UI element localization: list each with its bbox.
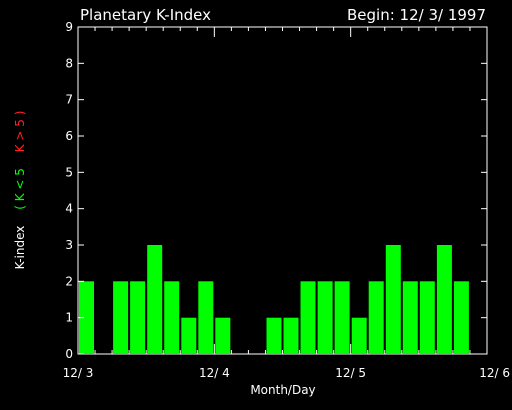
k-index-bar: [317, 281, 333, 354]
k-index-bar: [113, 281, 129, 354]
k-index-bar: [351, 317, 367, 354]
x-tick-label: 12/ 4: [199, 366, 230, 380]
k-index-bar: [436, 245, 452, 354]
y-tick-label: 7: [65, 93, 73, 107]
y-tick-label: 2: [65, 274, 73, 288]
x-tick-label: 12/ 5: [335, 366, 366, 380]
k-index-bar: [215, 317, 231, 354]
k-index-bar: [266, 317, 282, 354]
chart-subtitle: Begin: 12/ 3/ 1997: [347, 6, 486, 24]
y-tick-label: 1: [65, 311, 73, 325]
k-index-bar: [368, 281, 384, 354]
chart-title: Planetary K-Index: [80, 6, 211, 24]
k-index-bar: [164, 281, 180, 354]
k-index-bar: [198, 281, 214, 354]
y-tick-label: 3: [65, 238, 73, 252]
x-axis: 12/ 3 12/ 4 12/ 5 12/ 6: [63, 27, 510, 380]
k-index-bar: [402, 281, 418, 354]
bars-group: [79, 245, 469, 354]
k-index-bar: [453, 281, 469, 354]
k-index-bar: [130, 281, 146, 354]
y-tick-label: 9: [65, 20, 73, 34]
y-axis-label-high: K > 5 ): [13, 111, 27, 153]
x-tick-label: 12/ 6: [479, 366, 510, 380]
k-index-bar: [181, 317, 197, 354]
k-index-bar: [334, 281, 350, 354]
k-index-bar: [283, 317, 299, 354]
y-axis-label: K-index ( K < 5 K > 5 ): [13, 111, 27, 270]
y-axis: 0 1 2 3 4 5 6 7 8 9: [65, 20, 487, 361]
k-index-bar: [419, 281, 435, 354]
k-index-bar: [300, 281, 316, 354]
k-index-bar: [147, 245, 163, 354]
k-index-bar: [79, 281, 94, 354]
x-tick-label: 12/ 3: [63, 366, 94, 380]
y-tick-label: 5: [65, 165, 73, 179]
x-axis-label: Month/Day: [250, 383, 315, 397]
y-axis-label-main: K-index: [13, 226, 27, 270]
y-tick-label: 6: [65, 129, 73, 143]
y-tick-label: 8: [65, 56, 73, 70]
y-tick-label: 4: [65, 202, 73, 216]
k-index-bar: [385, 245, 401, 354]
y-tick-label: 0: [65, 347, 73, 361]
y-axis-label-low: ( K < 5: [13, 168, 27, 210]
